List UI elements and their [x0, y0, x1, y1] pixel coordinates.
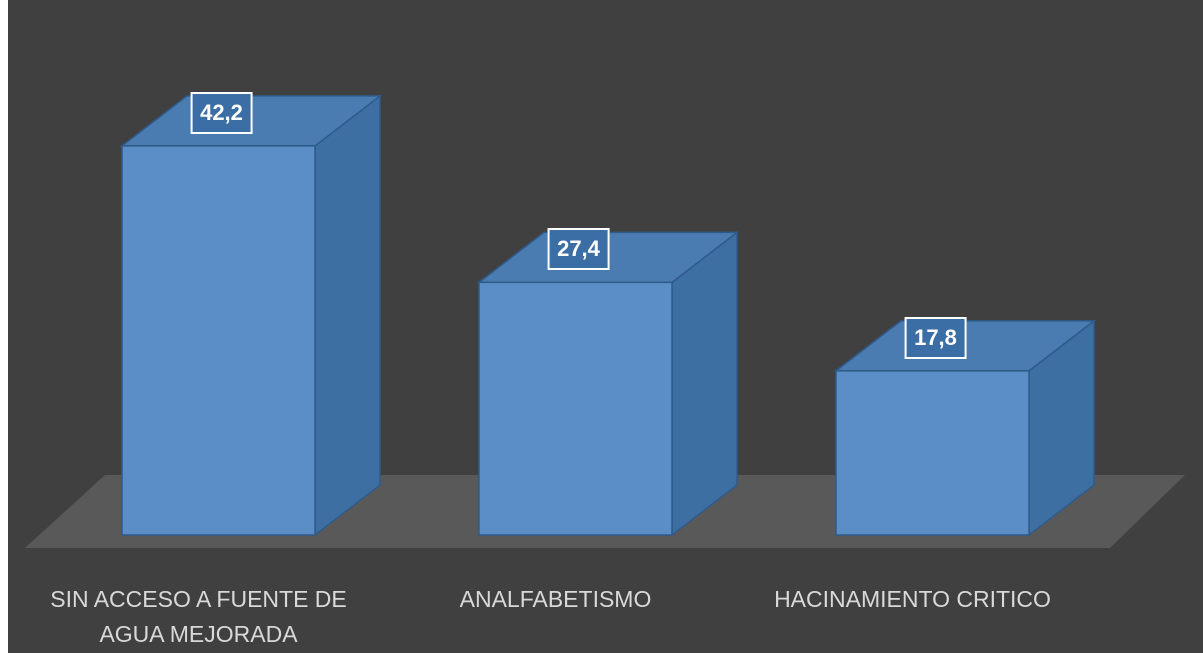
bar-face — [478, 281, 673, 536]
bar — [119, 94, 383, 537]
x-tick-label: SIN ACCESO A FUENTE DE AGUA MEJORADA — [50, 586, 347, 647]
chart: 42,2 SIN ACCESO A FUENTE DE AGUA MEJORADA… — [8, 0, 1203, 653]
value-label: 27,4 — [547, 228, 610, 271]
value-label: 17,8 — [904, 316, 967, 359]
bar-face — [671, 230, 738, 537]
value-label: 42,2 — [190, 91, 253, 134]
x-tick-label: ANALFABETISMO — [459, 586, 652, 612]
x-tick-label: HACINAMIENTO CRITICO — [774, 586, 1051, 612]
bar-face — [314, 94, 381, 537]
bar-face — [121, 145, 316, 536]
bar — [476, 230, 740, 537]
plot — [25, 94, 1185, 548]
bar-face — [835, 370, 1030, 536]
